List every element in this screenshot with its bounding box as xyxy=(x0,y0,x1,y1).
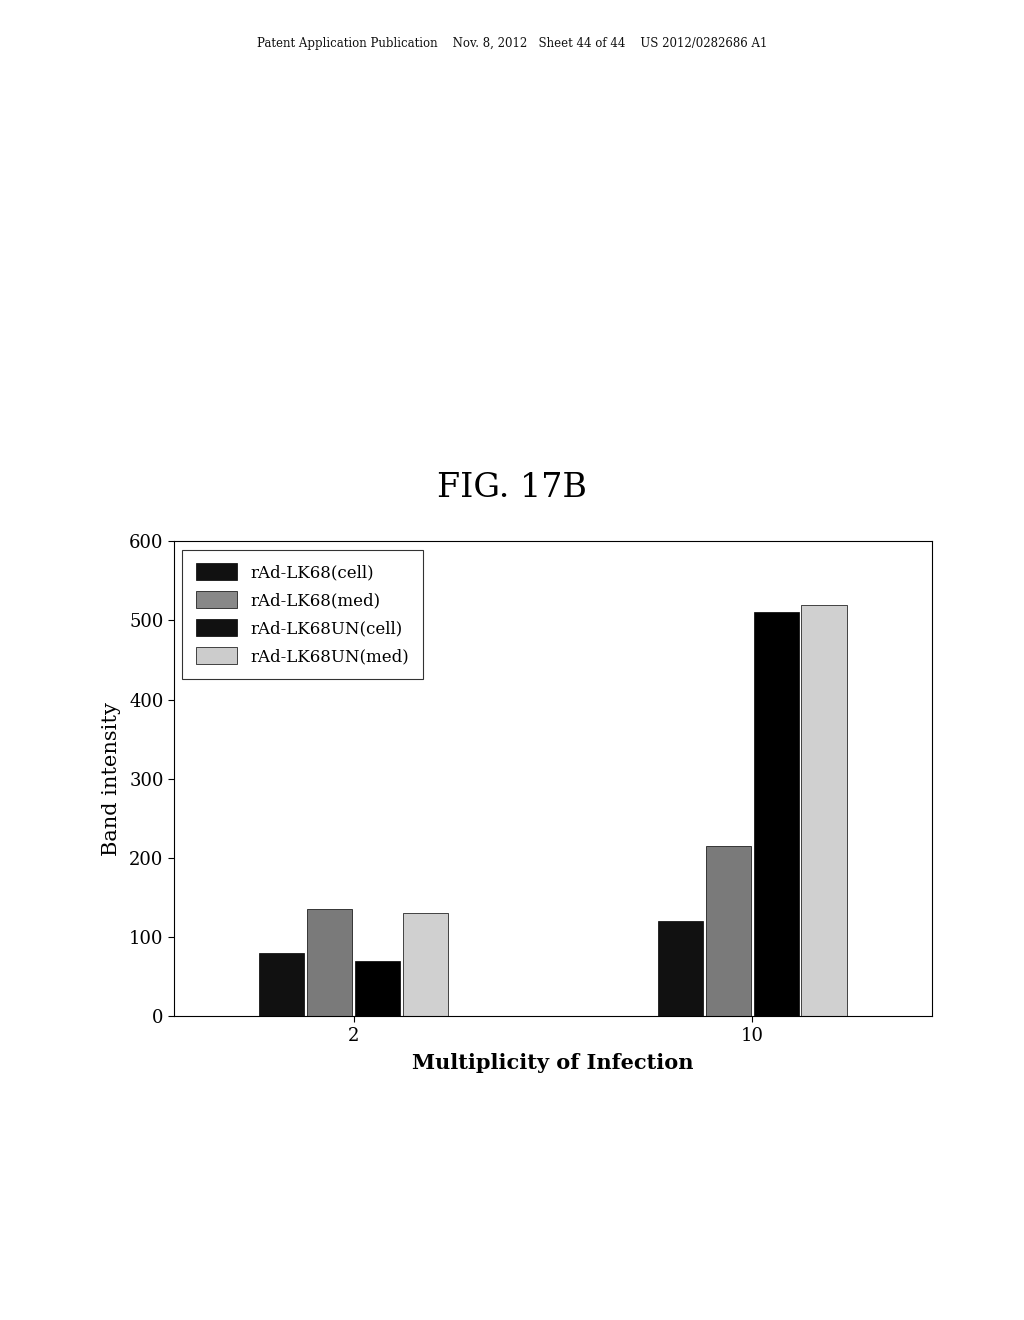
Bar xyxy=(657,921,703,1016)
Bar xyxy=(307,909,352,1016)
Bar xyxy=(706,846,752,1016)
Legend: rAd-LK68(cell), rAd-LK68(med), rAd-LK68UN(cell), rAd-LK68UN(med): rAd-LK68(cell), rAd-LK68(med), rAd-LK68U… xyxy=(182,549,423,678)
Bar xyxy=(802,605,847,1016)
Y-axis label: Band intensity: Band intensity xyxy=(101,702,121,855)
Bar xyxy=(354,961,400,1016)
Text: Patent Application Publication    Nov. 8, 2012   Sheet 44 of 44    US 2012/02826: Patent Application Publication Nov. 8, 2… xyxy=(257,37,767,50)
Bar xyxy=(402,913,449,1016)
Bar xyxy=(259,953,304,1016)
Bar xyxy=(754,612,799,1016)
X-axis label: Multiplicity of Infection: Multiplicity of Infection xyxy=(413,1053,693,1073)
Text: FIG. 17B: FIG. 17B xyxy=(437,473,587,504)
